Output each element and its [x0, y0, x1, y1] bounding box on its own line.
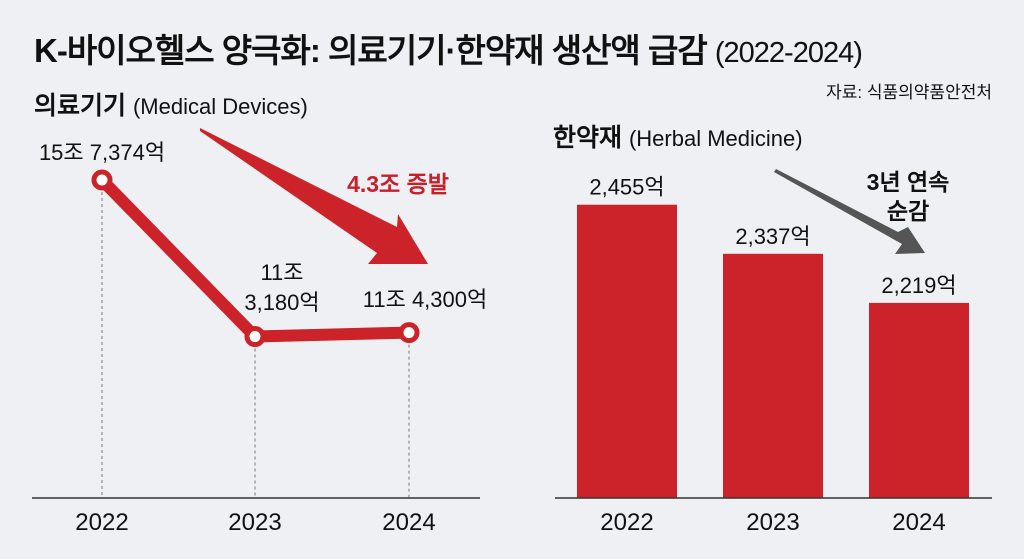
streak-annotation-line1: 3년 연속 [867, 169, 950, 195]
x-tick-2023: 2023 [228, 509, 281, 536]
bar-2022 [577, 204, 677, 498]
data-label-2022: 15조 7,374억 [39, 140, 165, 165]
decline-arrow-gray [774, 169, 925, 254]
data-label-2023-line1: 11조 [260, 260, 303, 285]
decline-arrow-red [200, 128, 428, 264]
title-years: (2022-2024) [714, 37, 863, 69]
herbal-medicine-title-ko: 한약재 [553, 124, 623, 152]
x-tick-2024: 2024 [382, 509, 435, 536]
x-tick-2022: 2022 [600, 509, 653, 536]
bar-chart-herbal-medicine: 3년 연속 순감 2,455억 2,337억 2,219억 2022 2023 2024 [555, 169, 992, 536]
data-point-2024 [398, 322, 420, 344]
medical-devices-title-ko: 의료기기 [34, 92, 127, 120]
bar-2023 [723, 253, 823, 498]
medical-devices-title-en: (Medical Devices) [132, 94, 308, 119]
x-tick-2022: 2022 [75, 509, 128, 536]
source-note: 자료: 식품의약품안전처 [826, 83, 992, 102]
line-chart-medical-devices: 4.3조 증발 15조 7,374억 11조 3,180억 11조 4,300억… [32, 128, 487, 536]
bar-label-2022: 2,455억 [589, 175, 664, 200]
data-point-2023 [244, 326, 266, 348]
medical-devices-title: 의료기기 (Medical Devices) [34, 86, 308, 122]
page-title: K-바이오헬스 양극화: 의료기기·한약재 생산액 급감 (2022-2024) [34, 24, 863, 72]
herbal-medicine-title-en: (Herbal Medicine) [628, 126, 803, 151]
bar-label-2023: 2,337억 [735, 224, 810, 249]
data-label-2023-line2: 3,180억 [244, 290, 319, 315]
x-tick-2023: 2023 [746, 509, 799, 536]
x-tick-2024: 2024 [892, 509, 945, 536]
decline-annotation: 4.3조 증발 [347, 171, 449, 197]
title-main: K-바이오헬스 양극화: 의료기기·한약재 생산액 급감 [34, 32, 708, 69]
streak-annotation-line2: 순감 [887, 198, 929, 224]
data-label-2024: 11조 4,300억 [363, 287, 487, 312]
herbal-medicine-title: 한약재 (Herbal Medicine) [553, 118, 803, 154]
data-point-2022 [91, 169, 113, 191]
bar-2024 [869, 302, 969, 498]
bar-label-2024: 2,219억 [881, 273, 956, 298]
